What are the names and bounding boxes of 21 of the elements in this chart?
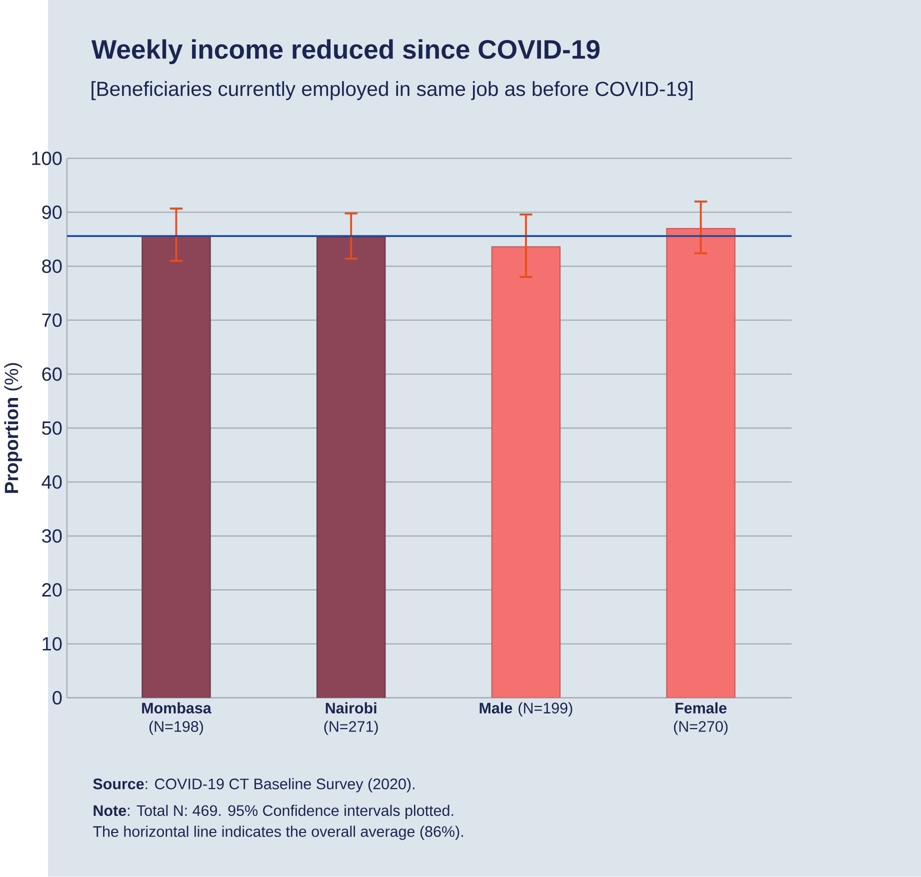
y-axis-title: Proportion (%) [4, 363, 22, 493]
y-tick-label: 60 [42, 367, 62, 381]
y-tick-label: 70 [42, 314, 62, 328]
y-tick-label: 90 [42, 206, 62, 220]
chart-subtitle: [Beneficiaries currently employed in same job as before COVID-19] [92, 81, 693, 100]
x-tick-label: Nairobi (N=271) [324, 702, 378, 735]
text: Source: COVID-19 CT Baseline Survey (2020). [93, 778, 414, 792]
text: The horizontal line indicates the overall average (86%). [93, 826, 463, 840]
y-tick-label: 80 [42, 260, 62, 274]
y-tick-label: 0 [52, 691, 62, 705]
y-tick-label: 100 [32, 152, 62, 166]
chart-title: Weekly income reduced since COVID-19 [91, 39, 600, 64]
x-tick-label: Female (N=270) [674, 702, 728, 735]
x-tick-label: Mombasa (N=198) [142, 702, 212, 735]
y-tick-label: 10 [42, 637, 62, 651]
text: Note: Total N: 469. 95% Confidence intervals plotted. [94, 804, 454, 820]
y-tick-label: 30 [42, 529, 62, 543]
x-tick-label: Male (N=199) [480, 702, 572, 717]
y-tick-label: 50 [42, 421, 62, 435]
y-tick-label: 40 [42, 475, 62, 489]
y-tick-label: 20 [42, 583, 62, 597]
